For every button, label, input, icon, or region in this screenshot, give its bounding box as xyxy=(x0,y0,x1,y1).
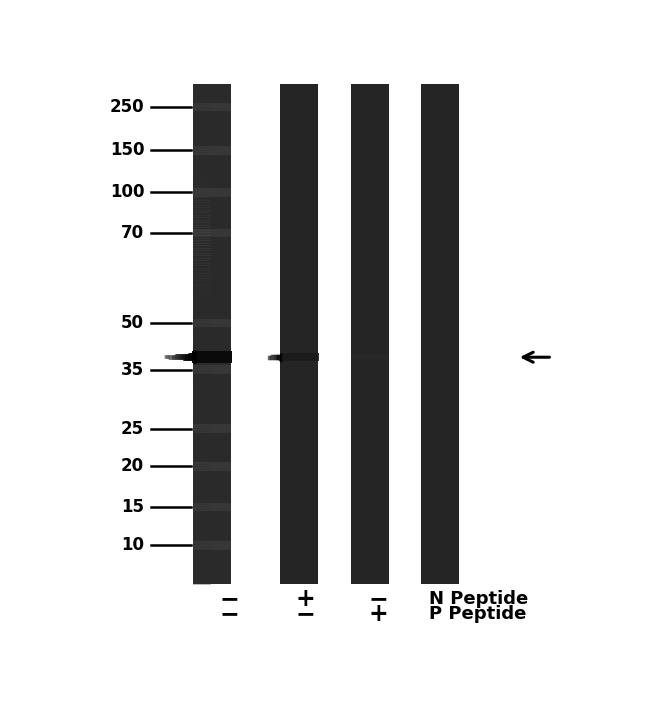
Bar xyxy=(193,319,231,327)
Bar xyxy=(351,84,389,584)
Bar xyxy=(193,462,231,471)
Text: 25: 25 xyxy=(121,420,144,437)
Bar xyxy=(193,229,231,237)
Text: P Peptide: P Peptide xyxy=(429,605,526,623)
Bar xyxy=(351,355,389,360)
Bar xyxy=(193,503,231,511)
Bar xyxy=(192,351,232,363)
Text: +: + xyxy=(296,587,315,611)
Bar xyxy=(193,541,231,550)
Bar xyxy=(421,84,459,584)
Bar xyxy=(193,146,231,154)
Text: 50: 50 xyxy=(121,314,144,332)
Text: 70: 70 xyxy=(121,224,144,242)
Text: 10: 10 xyxy=(121,536,144,555)
Text: −: − xyxy=(296,602,315,626)
Bar xyxy=(280,84,318,584)
Text: 100: 100 xyxy=(110,183,144,201)
Text: N Peptide: N Peptide xyxy=(429,590,528,608)
Bar xyxy=(193,365,231,374)
Bar xyxy=(193,84,231,584)
Bar xyxy=(193,102,231,112)
Bar xyxy=(280,353,318,362)
Bar xyxy=(193,188,231,197)
Text: 15: 15 xyxy=(121,498,144,516)
Text: −: − xyxy=(220,587,240,611)
Text: +: + xyxy=(369,602,388,626)
Text: 20: 20 xyxy=(121,458,144,475)
Text: −: − xyxy=(220,602,240,626)
Text: 150: 150 xyxy=(110,141,144,159)
Text: −: − xyxy=(369,587,388,611)
Text: 35: 35 xyxy=(121,361,144,378)
Bar xyxy=(193,424,231,433)
Text: 250: 250 xyxy=(110,98,144,116)
